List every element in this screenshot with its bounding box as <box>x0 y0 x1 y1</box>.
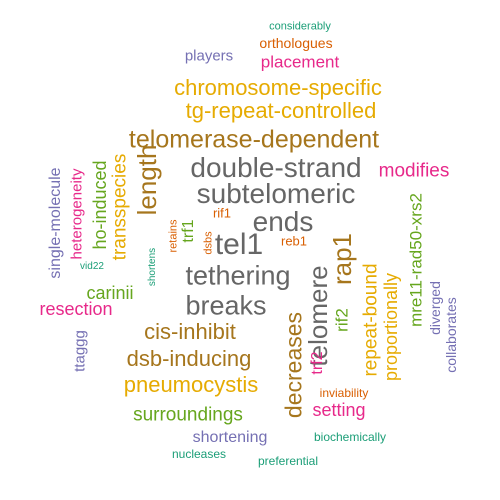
word-ends: ends <box>252 206 314 237</box>
word-placement: placement <box>260 52 340 72</box>
word-reb1: reb1 <box>280 233 308 249</box>
word-proportionally: proportionally <box>381 272 401 382</box>
word-rif2: rif2 <box>332 308 352 332</box>
word-mre11-rad50-xrs2: mre11-rad50-xrs2 <box>406 193 426 327</box>
word-ttaggg: ttaggg <box>71 330 89 372</box>
word-cis-inhibit: cis-inhibit <box>144 319 236 344</box>
word-resection: resection <box>39 299 113 319</box>
word-considerably: considerably <box>269 20 331 33</box>
word-ho-induced: ho-induced <box>90 160 110 250</box>
word-modifies: modifies <box>378 160 450 182</box>
word-dsbs: dsbs <box>202 231 215 255</box>
word-subtelomeric: subtelomeric <box>196 178 356 209</box>
word-carinii: carinii <box>86 283 134 303</box>
word-diverged: diverged <box>427 281 443 335</box>
word-shortens: shortens <box>147 247 158 287</box>
word-double-strand: double-strand <box>190 152 362 183</box>
word-tel1: tel1 <box>214 228 264 261</box>
word-breaks: breaks <box>185 290 267 321</box>
word-length: length <box>132 144 162 216</box>
word-setting: setting <box>312 400 366 420</box>
word-surroundings: surroundings <box>133 404 243 426</box>
word-orthologues: orthologues <box>259 35 333 51</box>
word-trf1: trf1 <box>180 219 197 243</box>
word-rif1: rif1 <box>212 205 232 221</box>
word-repeat-bound: repeat-bound <box>360 263 382 377</box>
word-inviability: inviability <box>319 386 369 400</box>
word-collaborates: collaborates <box>443 297 459 373</box>
word-shortening: shortening <box>192 429 268 446</box>
word-rap1: rap1 <box>327 232 357 286</box>
word-retains: retains <box>167 219 180 253</box>
word-transspecies: transspecies <box>109 153 131 261</box>
word-vid22: vid22 <box>80 261 104 272</box>
word-pneumocystis: pneumocystis <box>123 372 259 397</box>
word-single-molecule: single-molecule <box>47 167 64 279</box>
word-tg-repeat-controlled: tg-repeat-controlled <box>185 98 377 123</box>
word-heterogeneity: heterogeneity <box>68 168 86 260</box>
word-dsb-inducing: dsb-inducing <box>126 346 252 371</box>
word-telomerase-dependent: telomerase-dependent <box>128 125 380 154</box>
word-tethering: tethering <box>185 260 291 291</box>
word-nucleases: nucleases <box>171 447 227 461</box>
word-players: players <box>184 47 234 65</box>
word-preferential: preferential <box>257 454 319 468</box>
word-trf2: trf2 <box>309 351 326 375</box>
word-biochemically: biochemically <box>313 430 387 444</box>
word-chromosome-specific: chromosome-specific <box>174 75 382 100</box>
